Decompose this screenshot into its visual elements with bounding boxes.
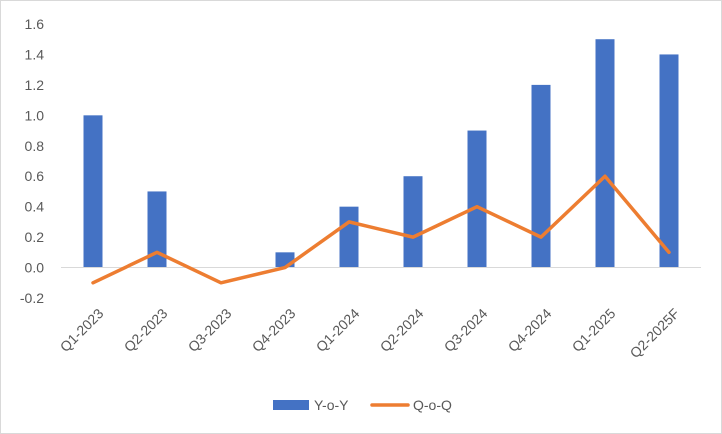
y-tick-label: 0.6: [25, 168, 45, 184]
bar-yoy: [83, 115, 103, 268]
legend-label-qoq: Q-o-Q: [413, 397, 452, 413]
x-tick-label: Q3-2024: [441, 305, 491, 355]
bar-yoy: [147, 191, 167, 268]
bar-yoy: [659, 54, 679, 268]
y-tick-label: 0.4: [25, 199, 45, 215]
legend-label-yoy: Y-o-Y: [314, 397, 349, 413]
y-tick-label: 1.4: [25, 46, 45, 62]
y-tick-label: 0.8: [25, 138, 45, 154]
bar-yoy: [467, 130, 487, 268]
legend-swatch-yoy: [273, 400, 309, 410]
x-tick-label: Q1-2023: [57, 305, 107, 355]
x-tick-label: Q3-2023: [185, 305, 235, 355]
x-axis-tick-labels: Q1-2023 Q2-2023 Q3-2023 Q4-2023 Q1-2024 Q2-20…: [57, 305, 683, 361]
x-tick-label: Q2-2023: [121, 305, 171, 355]
y-tick-label: 1.0: [25, 107, 45, 123]
qoq-line: [91, 174, 671, 285]
x-tick-label: Q2-2025F: [627, 305, 683, 361]
y-tick-label: 1.2: [25, 77, 45, 93]
x-tick-label: Q4-2023: [249, 305, 299, 355]
y-tick-label: 0.2: [25, 229, 45, 245]
bar-yoy: [403, 176, 423, 268]
x-tick-label: Q1-2025: [569, 305, 619, 355]
y-tick-label: -0.2: [20, 290, 44, 306]
bar-yoy: [531, 84, 551, 268]
x-tick-label: Q4-2024: [505, 305, 555, 355]
x-tick-label: Q1-2024: [313, 305, 363, 355]
x-tick-label: Q2-2024: [377, 305, 427, 355]
y-tick-label: 1.6: [25, 16, 45, 32]
y-tick-label: 0.0: [25, 260, 45, 276]
y-axis-tick-labels: 1.6 1.4 1.2 1.0 0.8 0.6 0.4 0.2 0.0 -0.2: [20, 16, 44, 306]
bar-yoy: [595, 39, 615, 268]
bar-yoy: [339, 206, 359, 268]
yoy-bars: [83, 39, 679, 268]
legend: Y-o-Y Q-o-Q: [273, 397, 452, 413]
bar-yoy: [275, 252, 295, 268]
